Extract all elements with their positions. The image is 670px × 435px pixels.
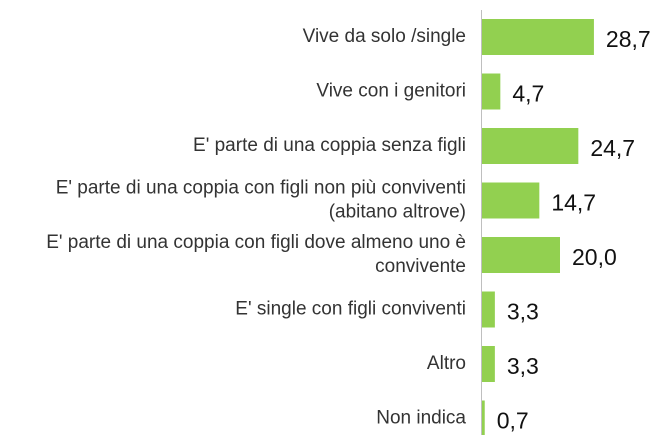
category-line: E' parte di una coppia con figli non più… bbox=[56, 178, 466, 199]
value-label: 28,7 bbox=[606, 26, 651, 52]
bar bbox=[482, 73, 501, 110]
category-label: E' parte di una coppia senza figli bbox=[193, 135, 466, 156]
bar bbox=[482, 291, 495, 328]
category-label: Altro bbox=[427, 353, 466, 374]
bar bbox=[482, 346, 495, 382]
category-label: E' parte di una coppia con figli dove al… bbox=[46, 232, 466, 277]
category-label: Non indica bbox=[376, 408, 466, 429]
category-line: E' parte di una coppia con figli dove al… bbox=[46, 232, 466, 253]
category-line: convivente bbox=[375, 256, 466, 277]
bar bbox=[482, 128, 579, 164]
category-label: E' single con figli conviventi bbox=[235, 299, 466, 320]
value-label: 3,3 bbox=[507, 299, 539, 325]
bar bbox=[482, 182, 540, 219]
value-label: 4,7 bbox=[512, 81, 544, 107]
bar bbox=[482, 237, 560, 273]
category-label: E' parte di una coppia con figli non più… bbox=[56, 178, 466, 223]
bar bbox=[482, 400, 485, 435]
value-label: 20,0 bbox=[572, 244, 617, 270]
category-line: (abitano altrove) bbox=[329, 202, 466, 223]
bar bbox=[482, 19, 594, 55]
value-label: 3,3 bbox=[507, 353, 539, 379]
value-label: 14,7 bbox=[551, 190, 596, 216]
category-label: Vive da solo /single bbox=[303, 26, 466, 47]
value-label: 0,7 bbox=[497, 408, 529, 434]
category-label: Vive con i genitori bbox=[316, 81, 466, 102]
value-label: 24,7 bbox=[590, 135, 635, 161]
